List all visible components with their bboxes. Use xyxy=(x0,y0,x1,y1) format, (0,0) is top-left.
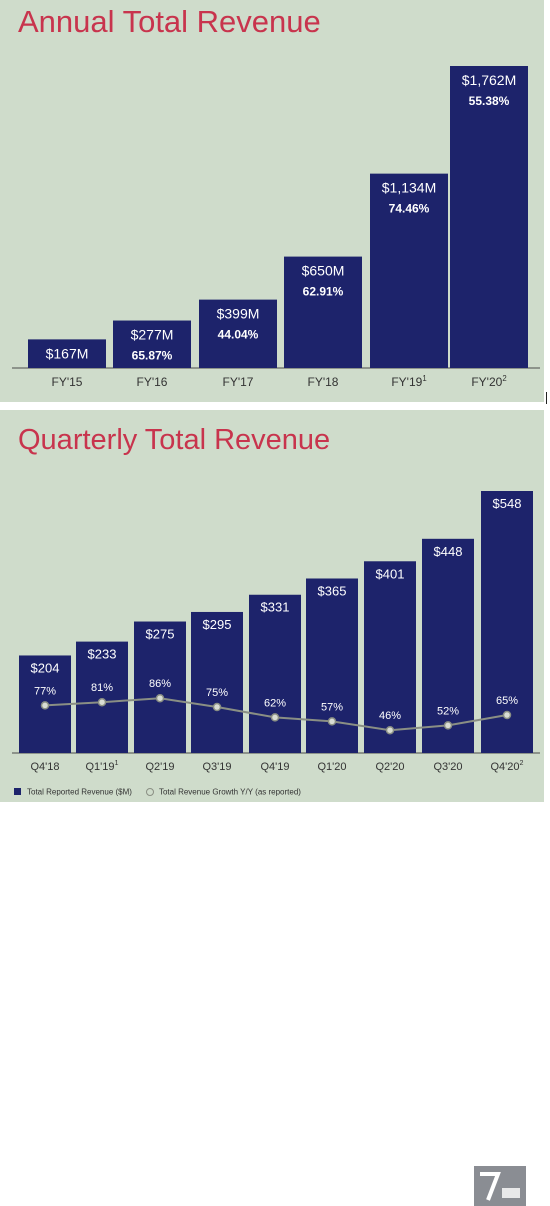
annual-growth-label: 62.91% xyxy=(303,285,344,299)
quarterly-growth-label: 62% xyxy=(264,697,286,709)
quarterly-x-tick: Q3'20 xyxy=(433,761,462,773)
annual-value-label: $650M xyxy=(302,263,345,279)
annual-value-label: $277M xyxy=(131,327,174,343)
growth-point xyxy=(40,701,50,710)
quarterly-bar xyxy=(249,594,301,753)
quarterly-x-tick: Q2'19 xyxy=(145,761,174,773)
annual-value-label: $1,134M xyxy=(382,180,436,196)
quarterly-growth-label: 57% xyxy=(321,701,343,713)
annual-bar xyxy=(284,256,362,368)
legend-bar-swatch xyxy=(14,788,21,796)
quarterly-growth-label: 75% xyxy=(206,687,228,699)
quarterly-growth-label: 77% xyxy=(34,685,56,697)
growth-point xyxy=(97,697,107,707)
watermark-logo xyxy=(474,1166,526,1206)
quarterly-bar xyxy=(306,578,358,753)
quarterly-revenue-chart: $204 Q4'18 $233 Q1'191 $275 Q2'19 $295 Q3'19 $33… xyxy=(12,491,540,773)
quarterly-x-tick: Q1'191 xyxy=(86,759,119,773)
annual-x-tick: FY'202 xyxy=(471,374,506,389)
quarterly-bar xyxy=(191,611,243,753)
quarterly-value-label: $548 xyxy=(493,496,522,511)
growth-point xyxy=(502,710,512,720)
annual-x-tick: FY'16 xyxy=(137,375,168,389)
quarterly-bar xyxy=(481,491,533,753)
quarterly-value-label: $275 xyxy=(146,627,175,642)
annual-revenue-chart: $167M FY'15 $277M 65.87% FY'16 $399M 44.04% FY'… xyxy=(12,66,540,389)
legend-bar-label: Total Reported Revenue ($M) xyxy=(27,787,132,797)
quarterly-x-tick: Q4'18 xyxy=(30,761,59,773)
annual-x-tick: FY'18 xyxy=(308,375,339,389)
quarterly-value-label: $331 xyxy=(261,600,290,615)
annual-value-label: $399M xyxy=(217,306,260,322)
growth-point xyxy=(443,721,453,730)
quarterly-value-label: $295 xyxy=(203,617,232,632)
quarterly-value-label: $204 xyxy=(31,660,60,675)
legend-line-label: Total Revenue Growth Y/Y (as reported) xyxy=(158,787,301,797)
annual-bar xyxy=(28,339,106,368)
annual-chart-title: Annual Total Revenue xyxy=(18,4,321,39)
annual-x-tick: FY'17 xyxy=(223,375,254,389)
annual-x-tick: FY'15 xyxy=(52,375,83,389)
quarterly-growth-label: 46% xyxy=(379,710,401,722)
quarterly-x-tick: Q4'202 xyxy=(491,759,524,773)
quarterly-value-label: $401 xyxy=(376,566,405,581)
quarterly-bar xyxy=(422,538,474,753)
quarterly-legend: Total Reported Revenue ($M) Total Revenue… xyxy=(14,787,301,796)
quarterly-x-tick: Q3'19 xyxy=(202,761,231,773)
annual-bar xyxy=(199,299,277,368)
quarterly-bar xyxy=(134,621,186,753)
annual-growth-label: 55.38% xyxy=(469,94,510,108)
quarterly-growth-label: 52% xyxy=(437,705,459,717)
quarterly-growth-label: 86% xyxy=(149,678,171,690)
annual-revenue-panel: Annual Total Revenue $167M FY'15 $277M 65.8… xyxy=(0,0,544,402)
annual-growth-label: 65.87% xyxy=(132,349,173,363)
growth-point xyxy=(155,693,165,703)
annual-bar xyxy=(113,320,191,368)
quarterly-value-label: $365 xyxy=(318,583,347,598)
quarterly-bar xyxy=(364,561,416,753)
quarterly-x-tick: Q2'20 xyxy=(375,761,404,773)
annual-growth-label: 44.04% xyxy=(218,328,259,342)
quarterly-growth-label: 81% xyxy=(91,682,113,694)
annual-value-label: $167M xyxy=(46,345,89,361)
quarterly-growth-label: 65% xyxy=(496,695,518,707)
annual-bar xyxy=(370,173,448,368)
quarterly-value-label: $448 xyxy=(434,544,463,559)
annual-growth-label: 74.46% xyxy=(389,202,430,216)
quarterly-x-tick: Q1'20 xyxy=(317,761,346,773)
growth-point xyxy=(385,725,395,735)
quarterly-chart-title: Quarterly Total Revenue xyxy=(18,424,331,456)
quarterly-x-tick: Q4'19 xyxy=(260,761,289,773)
annual-x-tick: FY'191 xyxy=(391,374,426,389)
annual-bar xyxy=(450,66,528,368)
divider-tick xyxy=(546,392,547,404)
quarterly-bar xyxy=(76,641,128,753)
growth-point xyxy=(212,702,222,712)
growth-point xyxy=(270,713,280,722)
annual-value-label: $1,762M xyxy=(462,72,516,88)
growth-point xyxy=(327,717,337,726)
quarterly-revenue-panel: Quarterly Total Revenue $204 Q4'18 $233 Q1'… xyxy=(0,410,544,1206)
legend-line-marker xyxy=(145,787,154,796)
quarterly-value-label: $233 xyxy=(88,647,117,662)
